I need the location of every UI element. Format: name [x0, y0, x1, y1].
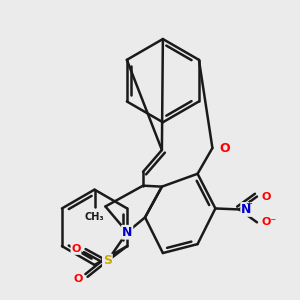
Text: O: O	[219, 142, 230, 154]
Text: S: S	[103, 254, 112, 268]
Text: O: O	[73, 274, 83, 284]
Text: O: O	[71, 244, 81, 254]
Text: O⁻: O⁻	[262, 217, 277, 227]
Text: N: N	[241, 203, 251, 216]
Text: +: +	[246, 199, 253, 208]
Text: CH₃: CH₃	[85, 212, 104, 222]
Text: O: O	[262, 192, 271, 202]
Text: N: N	[122, 226, 132, 239]
